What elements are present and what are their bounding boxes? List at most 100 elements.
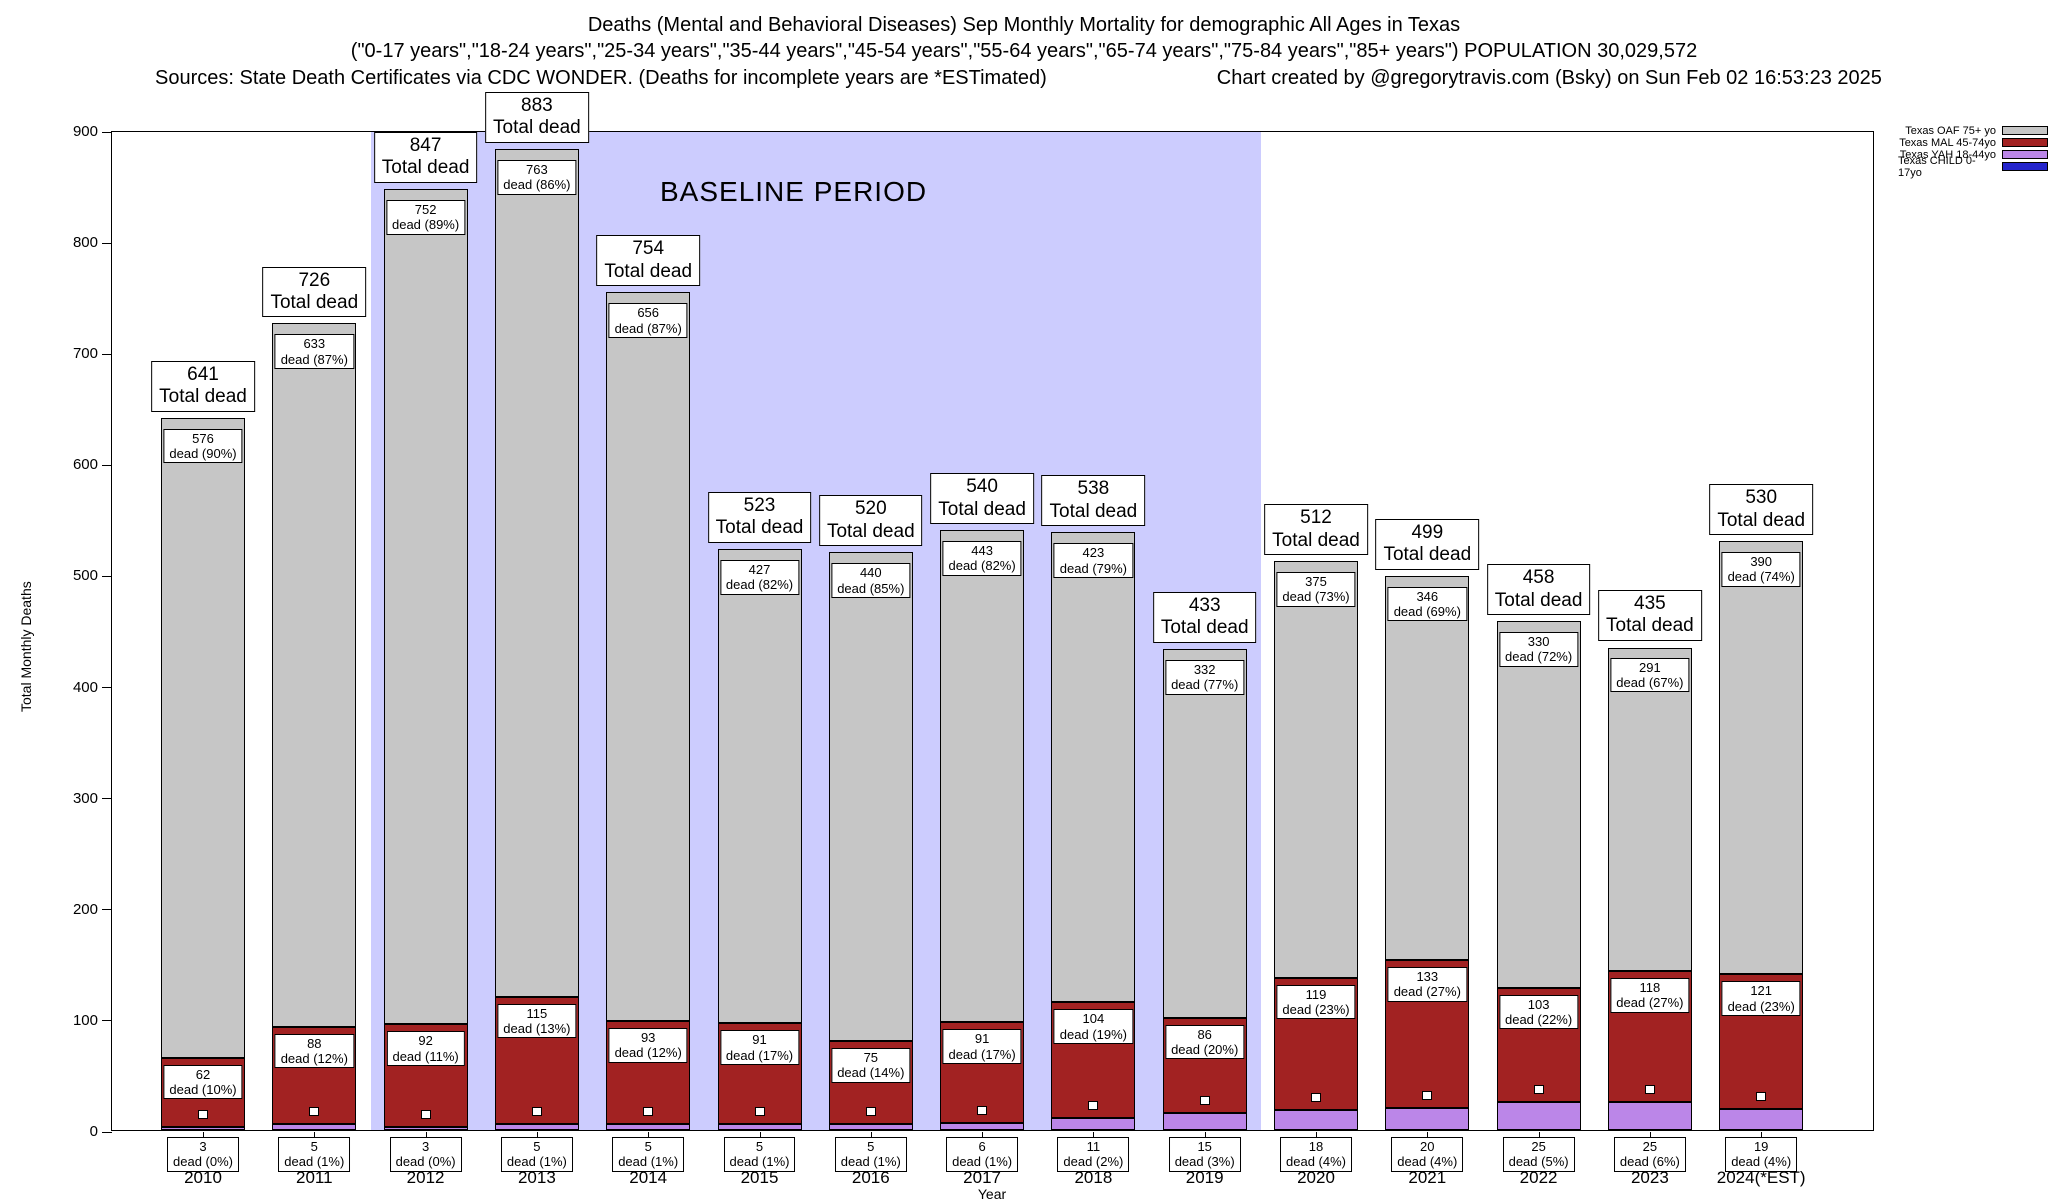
- yah-dead-value: 11: [1086, 1139, 1101, 1154]
- base-callout-square: [1756, 1091, 1767, 1101]
- legend-item-label: Texas OAF 75+ yo: [1905, 124, 1996, 137]
- mal-dead-value: 91: [974, 1031, 990, 1047]
- bar-segment-yah-18-44: [494, 1124, 579, 1130]
- mal-dead-label: 133 dead (27%): [1387, 967, 1467, 1002]
- bar-segment-yah-18-44: [1719, 1108, 1804, 1130]
- yah-dead-value: 6: [978, 1139, 986, 1154]
- total-dead-text: Total dead: [159, 386, 247, 408]
- year-tick-label: 2013: [517, 1168, 556, 1187]
- yah-dead-value: 25: [1531, 1139, 1546, 1154]
- legend-item: Texas CHILD 0-17yo: [1898, 155, 2048, 179]
- oaf-dead-value: 763: [526, 161, 548, 177]
- y-tick-label: 600: [72, 456, 98, 474]
- bar-segment-oaf-75plus: [828, 552, 913, 1042]
- oaf-dead-value: 423: [1082, 545, 1105, 561]
- base-callout-square: [865, 1107, 876, 1117]
- yah-dead-value: 3: [199, 1139, 207, 1154]
- total-dead-label: 530 Total dead: [1709, 484, 1814, 536]
- yah-dead-label: 5 dead (1%): [500, 1137, 573, 1172]
- oaf-dead-text: dead (67%): [1616, 674, 1684, 690]
- total-dead-label: 847 Total dead: [373, 132, 478, 183]
- x-tick: [203, 1132, 204, 1139]
- yah-dead-label: 20 dead (4%): [1391, 1137, 1464, 1172]
- y-tick-label: 300: [72, 789, 98, 807]
- mal-dead-value: 75: [863, 1050, 879, 1066]
- mal-dead-label: 86 dead (20%): [1165, 1024, 1245, 1060]
- y-tick: [102, 131, 112, 133]
- bar-column: 538 Total dead 423 dead (79%) 104 dead (19%) 1…: [1041, 132, 1146, 1187]
- total-dead-label: 458 Total dead: [1486, 564, 1591, 616]
- oaf-dead-label: 332 dead (77%): [1165, 659, 1245, 695]
- bar-column: 540 Total dead 443 dead (82%) 91 dead (17%) 6 d…: [930, 132, 1034, 1187]
- legend-swatch-1: [2002, 138, 2048, 147]
- bar-segment-oaf-75plus: [940, 530, 1025, 1023]
- year-tick-label: 2023: [1630, 1168, 1669, 1187]
- oaf-dead-label: 656 dead (87%): [608, 303, 688, 338]
- mal-dead-label: 88 dead (12%): [274, 1033, 354, 1069]
- x-tick: [759, 1132, 761, 1139]
- total-dead-label: 523 Total dead: [707, 492, 812, 543]
- x-tick: [425, 1132, 427, 1139]
- total-dead-text: Total dead: [270, 291, 359, 313]
- bar-column: 435 Total dead 291 dead (67%) 118 dead (27%) 2…: [1598, 132, 1702, 1187]
- y-tick-label: 100: [72, 1011, 98, 1029]
- yah-dead-label: 25 dead (6%): [1613, 1137, 1686, 1172]
- legend-item-label: Texas YAH 18-44yo: [1899, 148, 1996, 161]
- total-dead-text: Total dead: [493, 117, 581, 139]
- yah-dead-value: 19: [1753, 1139, 1769, 1154]
- total-dead-label: 512 Total dead: [1264, 504, 1368, 556]
- year-tick-label: 2015: [740, 1168, 779, 1187]
- yah-dead-text: dead (1%): [952, 1154, 1013, 1170]
- mal-dead-text: dead (14%): [837, 1065, 905, 1081]
- y-tick: [102, 353, 112, 355]
- total-dead-text: Total dead: [1494, 589, 1583, 611]
- bar-segment-yah-18-44: [1162, 1113, 1247, 1130]
- year-tick-label: 2018: [1074, 1168, 1113, 1187]
- yah-dead-label: 5 dead (1%): [834, 1137, 907, 1172]
- bar-segment-oaf-75plus: [1051, 532, 1136, 1003]
- total-dead-value: 726: [298, 269, 331, 291]
- bar-segment-oaf-75plus: [494, 148, 579, 997]
- yah-dead-label: 5 dead (1%): [612, 1137, 685, 1172]
- total-dead-label: 641 Total dead: [151, 360, 255, 412]
- mal-dead-value: 88: [307, 1035, 322, 1051]
- bar-column: 523 Total dead 427 dead (82%) 91 dead (17%) 5 d…: [707, 132, 812, 1187]
- bar-segment-oaf-75plus: [161, 417, 245, 1058]
- legend: Texas OAF 75+ yo Texas MAL 45-74yo Texas Y…: [1898, 124, 2048, 179]
- total-dead-text: Total dead: [381, 157, 470, 179]
- bar-column: 499 Total dead 346 dead (69%) 133 dead (27%) 2…: [1375, 132, 1480, 1187]
- bar-segment-oaf-75plus: [272, 323, 357, 1027]
- x-tick: [314, 1132, 316, 1139]
- total-dead-value: 499: [1411, 521, 1444, 543]
- yah-dead-label: 25 dead (5%): [1502, 1137, 1575, 1172]
- yah-dead-value: 5: [310, 1139, 318, 1154]
- total-dead-value: 520: [854, 498, 887, 520]
- x-tick: [982, 1132, 984, 1139]
- base-callout-square: [1088, 1100, 1099, 1110]
- oaf-dead-text: dead (87%): [614, 320, 682, 336]
- yah-dead-label: 11 dead (2%): [1057, 1137, 1130, 1172]
- oaf-dead-value: 390: [1750, 554, 1773, 570]
- mal-dead-value: 121: [1750, 983, 1773, 999]
- yah-dead-label: 3 dead (0%): [167, 1137, 239, 1172]
- oaf-dead-value: 633: [303, 336, 326, 352]
- bar-column: 433 Total dead 332 dead (77%) 86 dead (20%) 15…: [1152, 132, 1257, 1187]
- mal-dead-text: dead (19%): [1059, 1026, 1127, 1042]
- total-dead-value: 530: [1745, 487, 1778, 509]
- mal-dead-text: dead (20%): [1171, 1042, 1239, 1058]
- mal-dead-value: 119: [1305, 986, 1327, 1002]
- total-dead-text: Total dead: [1160, 617, 1249, 639]
- base-callout-square: [977, 1106, 988, 1116]
- legend-item-label: Texas MAL 45-74yo: [1899, 136, 1996, 149]
- mal-dead-label: 115 dead (13%): [497, 1003, 577, 1039]
- chart-title-line1: Deaths (Mental and Behavioral Diseases) …: [587, 14, 1461, 36]
- bar-segment-yah-18-44: [383, 1126, 468, 1130]
- total-dead-text: Total dead: [715, 517, 804, 539]
- mal-dead-label: 91 dead (17%): [719, 1030, 800, 1065]
- oaf-dead-value: 440: [859, 565, 882, 581]
- oaf-dead-label: 443 dead (82%): [942, 541, 1022, 576]
- year-tick-label: 2024(*EST): [1716, 1168, 1806, 1187]
- baseline-period-label: BASELINE PERIOD: [660, 176, 928, 207]
- mal-dead-text: dead (12%): [614, 1045, 682, 1061]
